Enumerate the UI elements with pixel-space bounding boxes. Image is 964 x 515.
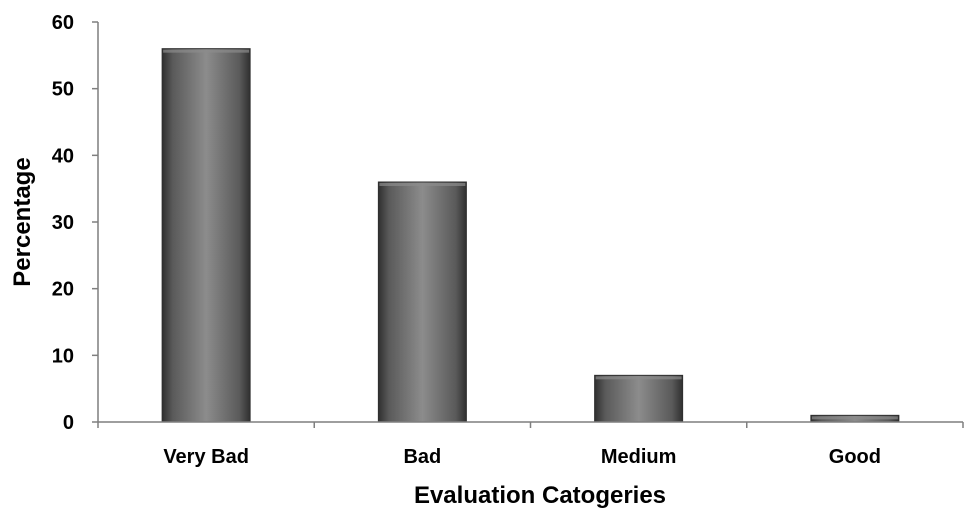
x-tick-label: Good: [829, 446, 881, 468]
x-tick-label: Very Bad: [163, 446, 249, 468]
y-tick-label: 10: [52, 345, 74, 367]
bar-very-bad: [161, 48, 251, 423]
bar: [594, 374, 684, 423]
bar: [377, 181, 467, 423]
y-tick-label: 50: [52, 79, 74, 101]
y-tick-label: 20: [52, 279, 74, 301]
bar-top-bevel: [379, 183, 466, 186]
x-tick-label: Bad: [403, 446, 441, 468]
x-tick-label: Medium: [601, 446, 677, 468]
bar-medium: [594, 374, 684, 423]
y-axis-title: Percentage: [9, 157, 36, 286]
bar-good: [810, 414, 900, 423]
bar-top-bevel: [811, 416, 898, 420]
bar-bad: [377, 181, 467, 423]
y-tick-label: 60: [52, 12, 74, 34]
y-tick-label: 40: [52, 145, 74, 167]
y-tick-label: 30: [52, 212, 74, 234]
bar-top-bevel: [595, 376, 682, 380]
x-axis-title: Evaluation Catogeries: [414, 482, 666, 509]
bar-top-bevel: [163, 49, 250, 53]
x-ticks-layer: Very Bad Bad Medium Good: [97, 422, 964, 468]
y-ticks-layer: 0 10 20 30 40 50 60: [52, 12, 98, 434]
bar: [161, 48, 251, 423]
y-tick-label: 0: [63, 412, 74, 434]
bars-layer: [161, 48, 900, 423]
